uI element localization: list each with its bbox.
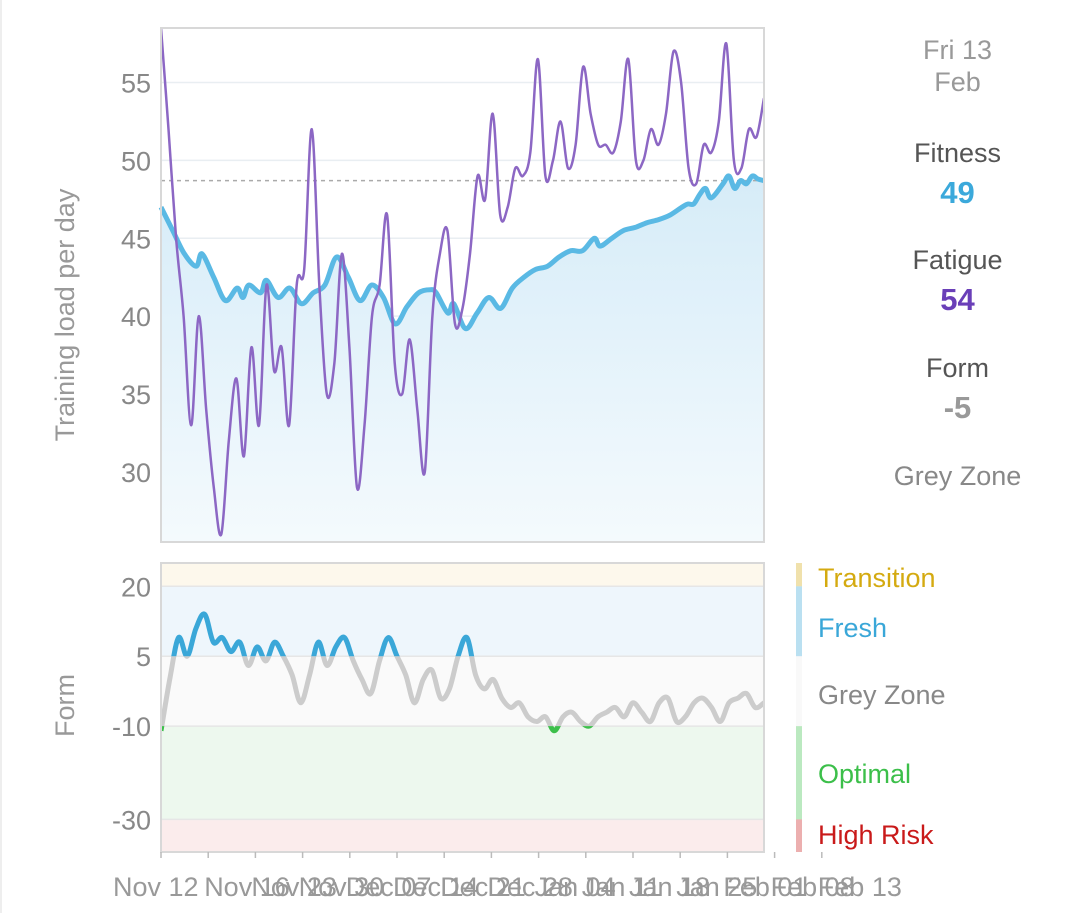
date-display: Fri 13 Feb bbox=[860, 34, 1055, 98]
x-tick-label: Nov 12 bbox=[113, 872, 199, 902]
zone-legend-bar-fresh bbox=[796, 586, 802, 657]
fitness-area bbox=[161, 175, 764, 542]
date-line-1: Fri 13 bbox=[922, 35, 993, 65]
zone-band-transition bbox=[161, 563, 764, 587]
form-value: -5 bbox=[943, 390, 972, 425]
date-line-2: Feb bbox=[934, 67, 981, 97]
x-tick-label: Feb 08 bbox=[771, 872, 855, 902]
x-tick-label: Jan 11 bbox=[582, 872, 661, 902]
x-tick-label: Dec 21 bbox=[440, 872, 526, 902]
zone-band-grey-zone bbox=[161, 656, 764, 727]
x-tick-label: Jan 18 bbox=[629, 872, 710, 902]
fatigue-label: Fatigue bbox=[912, 245, 1003, 275]
fatigue-line bbox=[161, 28, 764, 537]
zone-legend-bar-optimal bbox=[796, 726, 802, 820]
form-panel: 20 5 -10 -30 bbox=[112, 562, 802, 853]
load-panel: 30 35 40 45 50 55 bbox=[121, 27, 765, 543]
zone-band-optimal bbox=[161, 726, 764, 820]
left-edge-divider bbox=[0, 0, 2, 913]
fatigue-summary: Fatigue 54 bbox=[860, 245, 1055, 318]
legend-high-risk: High Risk bbox=[818, 820, 934, 850]
load-y-tick-label: 50 bbox=[121, 146, 151, 176]
zone-band-high-risk bbox=[161, 819, 764, 852]
fitness-summary: Fitness 49 bbox=[860, 138, 1055, 211]
legend-transition: Transition bbox=[818, 563, 936, 593]
x-tick-label: Nov 23 bbox=[251, 872, 337, 902]
load-y-tick-label: 30 bbox=[121, 458, 151, 488]
fitness-value: 49 bbox=[940, 175, 975, 210]
form-y-tick-label: 20 bbox=[121, 572, 151, 602]
zone-legend-bar-high-risk bbox=[796, 819, 802, 852]
x-tick-label: Nov 30 bbox=[299, 872, 385, 902]
form-y-tick-label: 5 bbox=[136, 642, 151, 672]
zone-summary: Grey Zone bbox=[860, 461, 1055, 492]
fitness-line bbox=[158, 173, 765, 332]
form-line-fresh bbox=[171, 611, 475, 657]
x-tick-label: Jan 25 bbox=[676, 872, 757, 902]
zone-legend-bar-transition bbox=[796, 563, 802, 587]
x-tick-label: Dec 28 bbox=[487, 872, 573, 902]
fitness-label: Fitness bbox=[913, 138, 1002, 168]
x-tick-label: Dec 07 bbox=[346, 872, 432, 902]
legend-optimal: Optimal bbox=[818, 759, 912, 789]
y-axis-title-form: Form bbox=[50, 674, 80, 737]
load-y-tick-label: 45 bbox=[121, 224, 151, 254]
load-y-tick-label: 40 bbox=[121, 302, 151, 332]
form-plot-frame bbox=[160, 562, 765, 853]
form-line-grey bbox=[161, 656, 764, 727]
y-axis-title-load: Training load per day bbox=[50, 188, 80, 441]
zone-label: Grey Zone bbox=[893, 461, 1022, 491]
x-tick-label: Jan 04 bbox=[535, 872, 616, 902]
zone-legend-bar-grey-zone bbox=[796, 656, 802, 727]
legend-fresh: Fresh bbox=[818, 613, 888, 643]
x-tick-label: Feb 13 bbox=[818, 872, 902, 902]
load-plot-frame bbox=[160, 27, 765, 543]
x-tick-label: Dec 14 bbox=[393, 872, 479, 902]
form-y-tick-label: -10 bbox=[112, 712, 151, 742]
x-tick-label: Feb 01 bbox=[723, 872, 807, 902]
form-summary: Form -5 bbox=[860, 353, 1055, 426]
x-tick-label: Nov 16 bbox=[204, 872, 290, 902]
form-label: Form bbox=[926, 353, 989, 383]
load-y-tick-label: 55 bbox=[121, 69, 151, 99]
load-y-tick-label: 35 bbox=[121, 380, 151, 410]
form-y-tick-label: -30 bbox=[112, 805, 151, 835]
legend-grey-zone: Grey Zone bbox=[818, 680, 946, 710]
fatigue-value: 54 bbox=[940, 282, 975, 317]
